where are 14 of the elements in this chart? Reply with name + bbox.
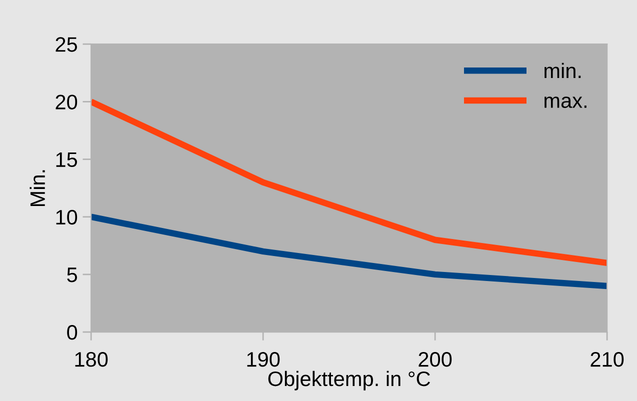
y-tick-label: 5: [67, 268, 78, 282]
x-tick-label: 180: [75, 352, 108, 367]
y-tick-label: 20: [56, 94, 78, 110]
legend-label: min.: [544, 62, 581, 78]
x-tick-label: 190: [247, 352, 280, 367]
x-tick-label: 200: [418, 352, 452, 367]
y-tick-label: 15: [56, 152, 78, 168]
x-axis-title: Objekttemp. in °C: [268, 370, 430, 390]
y-tick-label: 10: [56, 210, 78, 225]
y-tick-label: 25: [56, 37, 78, 52]
y-tick-label: 0: [67, 325, 78, 340]
y-axis-title: Min.: [30, 170, 45, 206]
x-tick-label: 210: [590, 352, 624, 367]
legend-label: max.: [544, 96, 586, 108]
